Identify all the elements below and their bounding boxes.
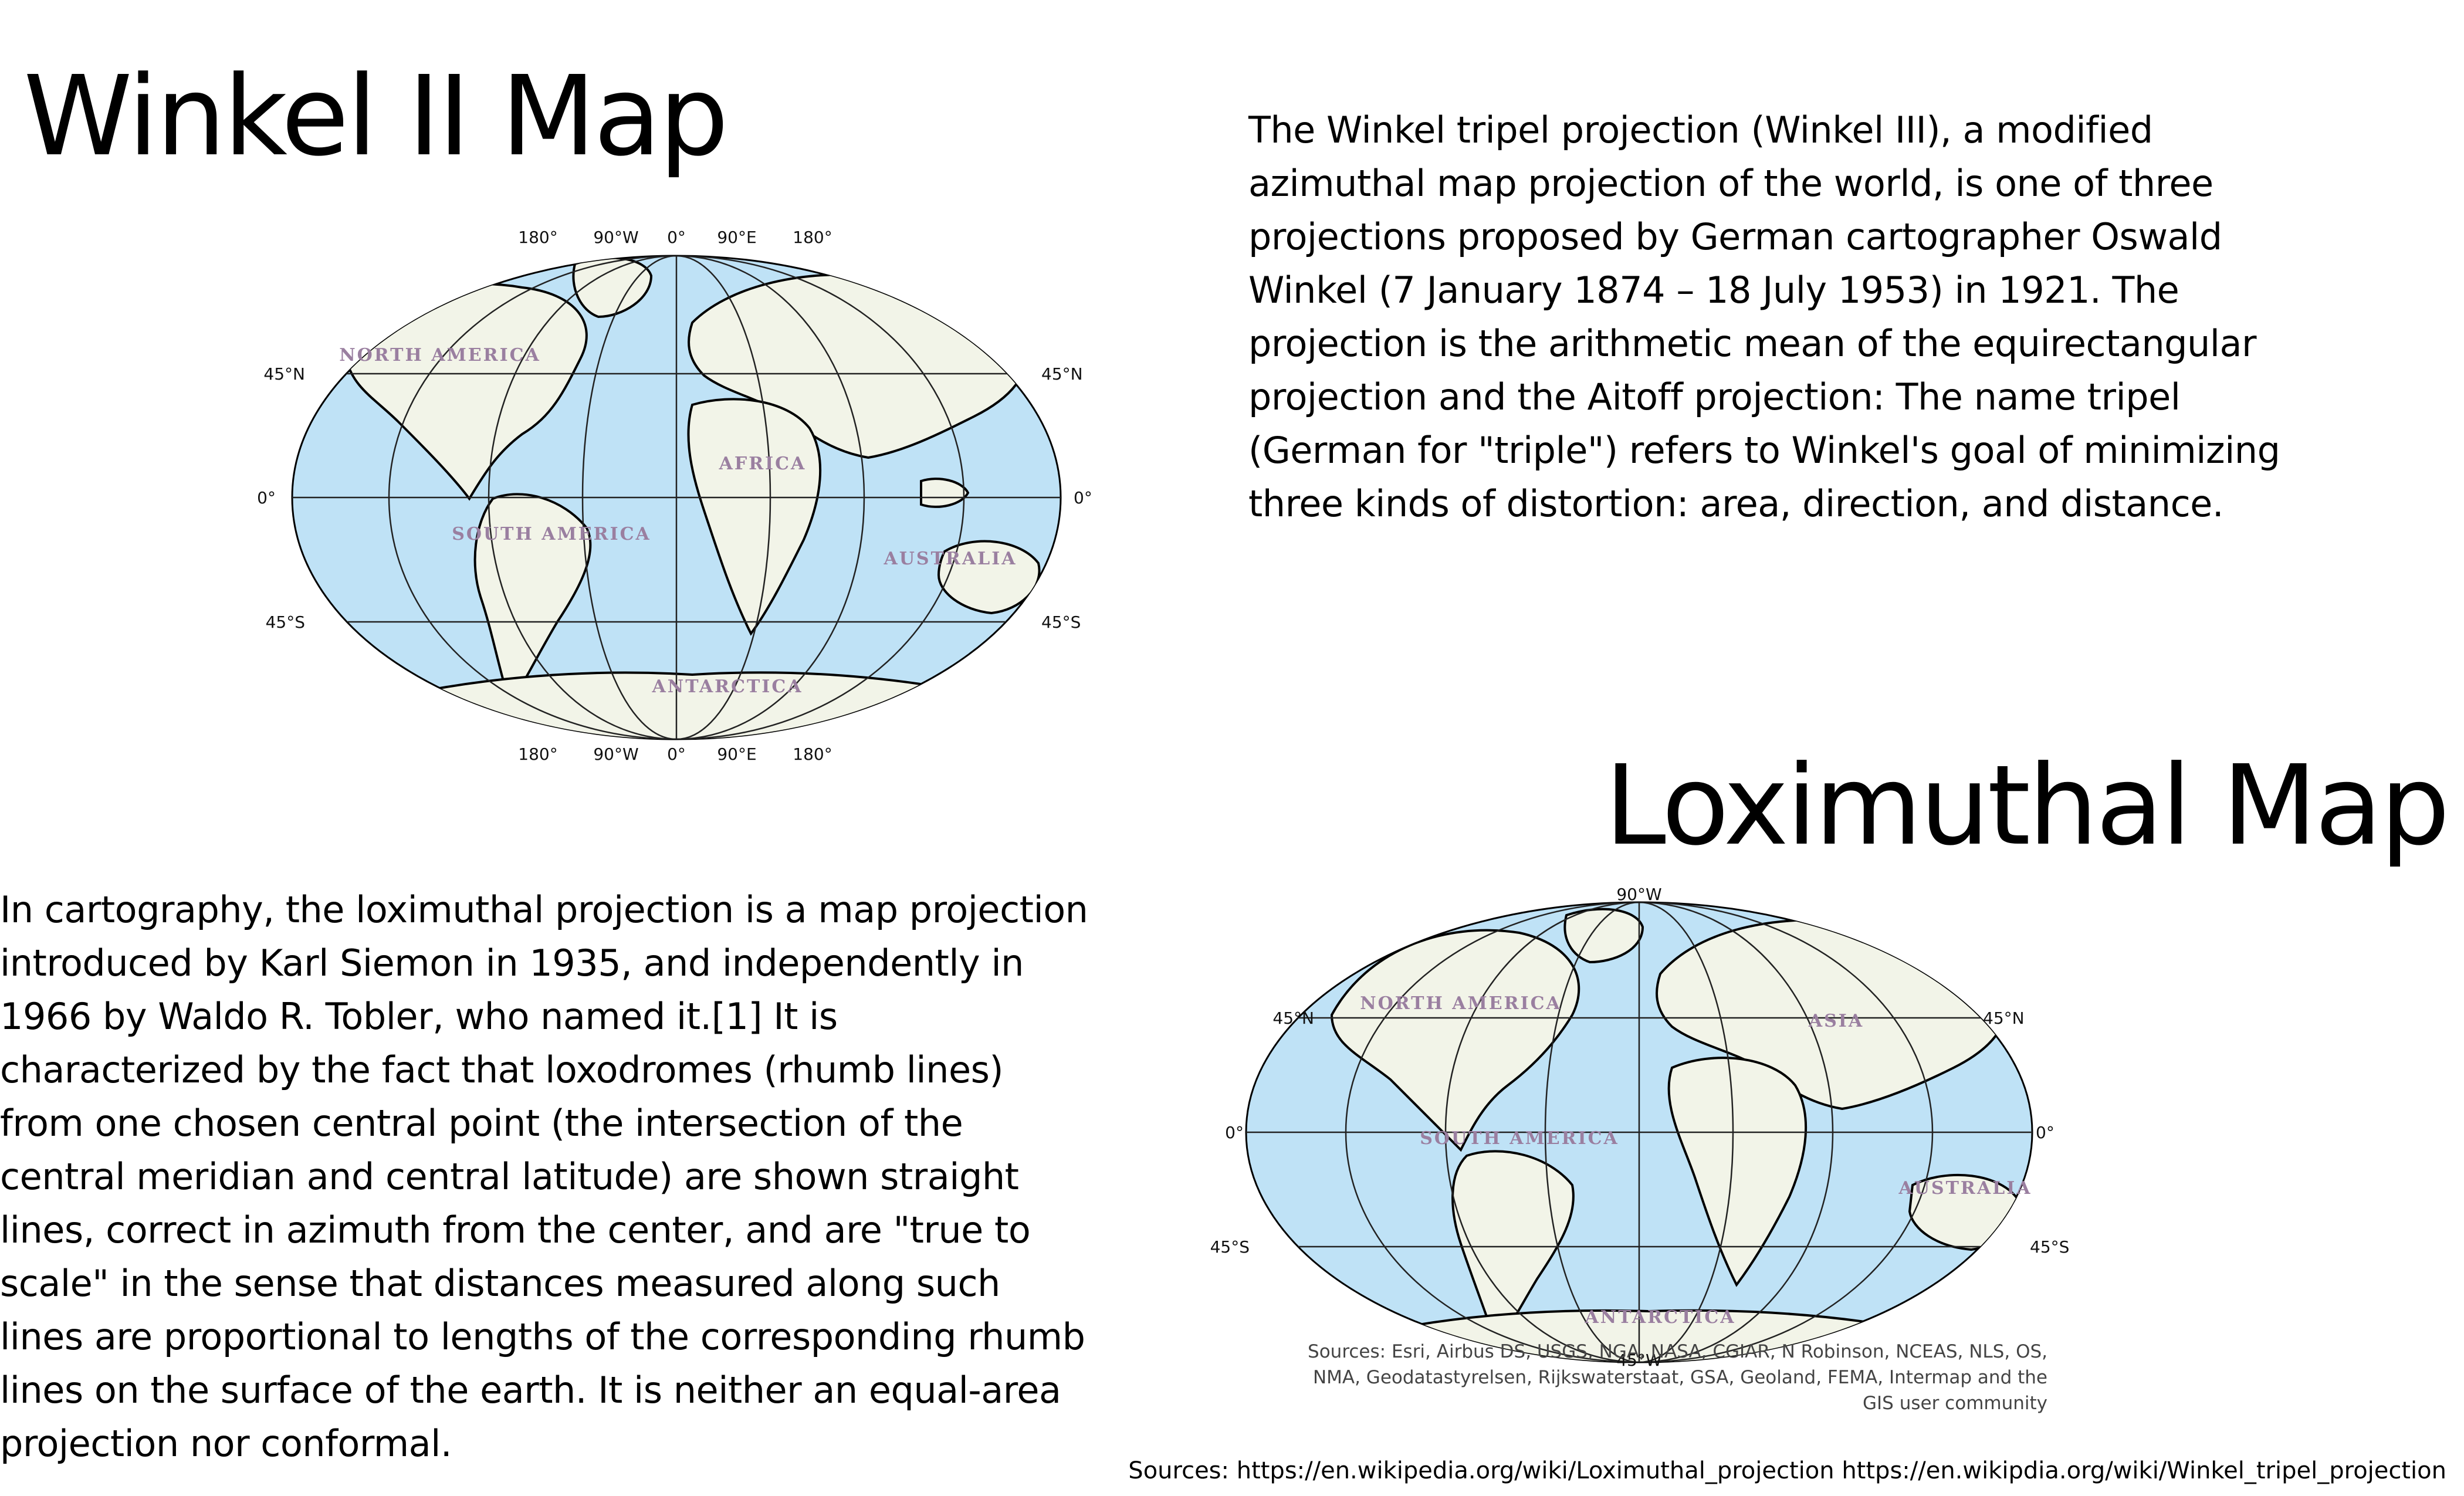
winkel-map: NORTH AMERICA AFRICA SOUTH AMERICA AUSTR… — [257, 228, 1092, 764]
winkel-right-label-0: 0° — [1074, 488, 1092, 507]
winkel-top-label-5: 180° — [793, 228, 832, 247]
winkel-bottom-label-1: 180° — [518, 744, 557, 764]
winkel-bottom-label-5: 180° — [793, 744, 832, 764]
loximuthal-description: In cartography, the loximuthal projectio… — [0, 888, 1088, 1465]
winkel-label-south-america: SOUTH AMERICA — [452, 524, 651, 544]
winkel-label-africa: AFRICA — [719, 453, 807, 474]
winkel-axis-labels: 180° 90°W 0° 90°E 180° 180° 90°W 0° 90°E… — [257, 228, 1092, 764]
loximuthal-bottom-label: 45°W — [1616, 1351, 1661, 1367]
winkel-bottom-label-2: 90°W — [593, 744, 638, 764]
loximuthal-left-label-45s: 45°S — [1210, 1237, 1250, 1257]
loximuthal-axis-labels: 90°W 45°W 45°N 0° 45°S 45°N 0° 45°S — [1210, 885, 2070, 1367]
winkel-right-label-45s: 45°S — [1041, 612, 1081, 632]
loximuthal-title: Loximuthal Map — [1605, 742, 2450, 870]
winkel-continent-labels: NORTH AMERICA AFRICA SOUTH AMERICA AUSTR… — [339, 345, 1017, 697]
winkel-label-antarctica: ANTARCTICA — [652, 676, 803, 697]
loximuthal-left-label-0: 0° — [1225, 1123, 1244, 1142]
winkel-left-label-0: 0° — [257, 488, 276, 507]
winkel-top-label-1: 180° — [518, 228, 557, 247]
winkel-label-australia: AUSTRALIA — [883, 549, 1017, 569]
winkel-left-label-45s: 45°S — [266, 612, 305, 632]
loximuthal-graticule — [1246, 902, 2032, 1362]
winkel-title: Winkel II Map — [23, 52, 729, 181]
winkel-graticule — [292, 256, 1061, 739]
winkel-top-label-4: 90°E — [717, 228, 756, 247]
loximuthal-continent-labels: NORTH AMERICA SOUTH AMERICA ASIA AUSTRAL… — [1360, 993, 2032, 1328]
loximuthal-label-antarctica: ANTARCTICA — [1585, 1307, 1736, 1328]
loximuthal-label-asia: ASIA — [1808, 1011, 1864, 1031]
loximuthal-right-label-45s: 45°S — [2030, 1237, 2069, 1257]
winkel-top-label-3: 0° — [667, 228, 686, 247]
winkel-bottom-label-3: 0° — [667, 744, 686, 764]
winkel-top-label-2: 90°W — [593, 228, 638, 247]
loximuthal-label-north-america: NORTH AMERICA — [1360, 993, 1562, 1014]
winkel-bottom-label-4: 90°E — [717, 744, 756, 764]
loximuthal-right-label-45n: 45°N — [1983, 1008, 2025, 1028]
winkel-left-label-45n: 45°N — [263, 364, 305, 384]
footer-sources: Sources: https://en.wikipedia.org/wiki/L… — [1128, 1457, 2446, 1484]
loximuthal-map: NORTH AMERICA SOUTH AMERICA ASIA AUSTRAL… — [1210, 885, 2070, 1367]
loximuthal-map-credit: Sources: Esri, Airbus DS, USGS, NGA, NAS… — [1308, 1341, 2047, 1414]
loximuthal-right-label-0: 0° — [2036, 1123, 2055, 1142]
loximuthal-label-australia: AUSTRALIA — [1898, 1178, 2032, 1199]
winkel-right-label-45n: 45°N — [1041, 364, 1083, 384]
winkel-label-north-america: NORTH AMERICA — [339, 345, 541, 365]
loximuthal-top-label: 90°W — [1616, 885, 1661, 904]
loximuthal-left-label-45n: 45°N — [1272, 1008, 1314, 1028]
loximuthal-label-south-america: SOUTH AMERICA — [1420, 1128, 1619, 1149]
winkel-description: The Winkel tripel projection (Winkel III… — [1248, 109, 2280, 525]
